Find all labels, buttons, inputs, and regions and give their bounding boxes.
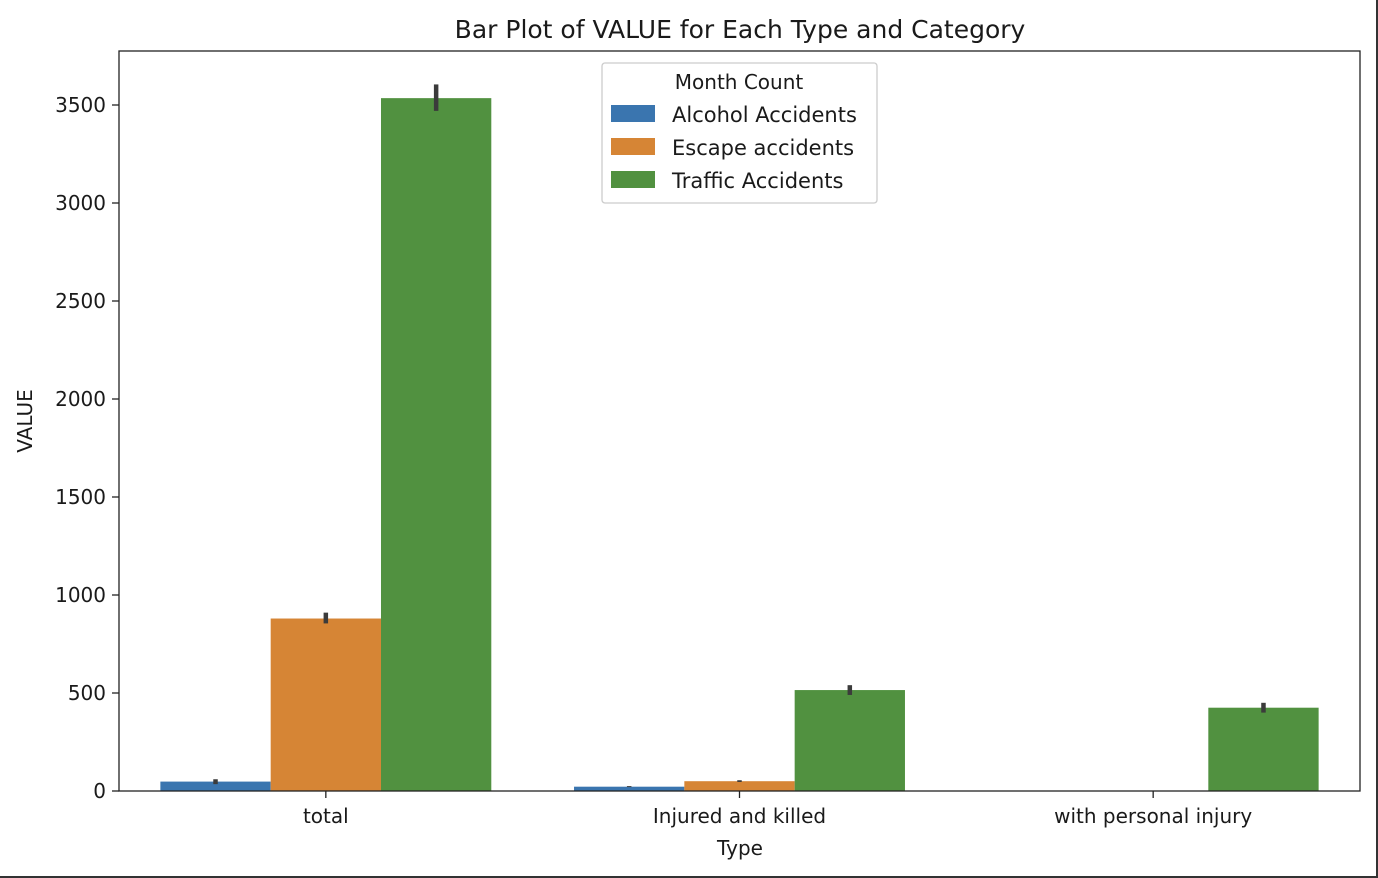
legend-label: Escape accidents <box>672 136 854 160</box>
bar <box>270 618 381 791</box>
bar <box>684 781 795 791</box>
y-tick-label: 3000 <box>55 191 106 215</box>
x-tick-label: Injured and killed <box>653 804 826 828</box>
legend-label: Traffic Accidents <box>671 169 843 193</box>
bar <box>160 781 271 791</box>
y-tick-label: 500 <box>68 681 106 705</box>
y-tick-label: 1500 <box>55 485 106 509</box>
legend-label: Alcohol Accidents <box>672 103 857 127</box>
legend-title: Month Count <box>675 70 804 94</box>
y-tick-label: 3500 <box>55 93 106 117</box>
y-tick-label: 0 <box>93 779 106 803</box>
y-axis-ticks: 0 500 1000 1500 2000 2500 3000 3500 <box>55 93 119 803</box>
x-axis-label: Type <box>716 836 763 860</box>
bar <box>794 690 905 791</box>
x-tick-label: total <box>303 804 349 828</box>
chart-title: Bar Plot of VALUE for Each Type and Cate… <box>455 15 1026 44</box>
legend-items: Alcohol Accidents Escape accidents Traffic… <box>611 103 857 193</box>
error-bars-group <box>213 84 1266 788</box>
legend-swatch <box>611 105 655 122</box>
legend: Month Count Alcohol Accidents Escape acci… <box>601 62 878 204</box>
x-axis-ticks: total Injured and killed with personal inj… <box>303 791 1252 828</box>
legend-swatch <box>611 138 655 155</box>
bar <box>1208 707 1319 791</box>
x-tick-label: with personal injury <box>1054 804 1252 828</box>
y-tick-label: 1000 <box>55 583 106 607</box>
bar <box>574 786 685 791</box>
legend-swatch <box>611 171 655 188</box>
bar <box>380 98 492 791</box>
y-tick-label: 2500 <box>55 289 106 313</box>
y-tick-label: 2000 <box>55 387 106 411</box>
y-axis-label: VALUE <box>13 389 37 453</box>
legend-box <box>601 62 878 204</box>
bars-group <box>160 98 1319 791</box>
